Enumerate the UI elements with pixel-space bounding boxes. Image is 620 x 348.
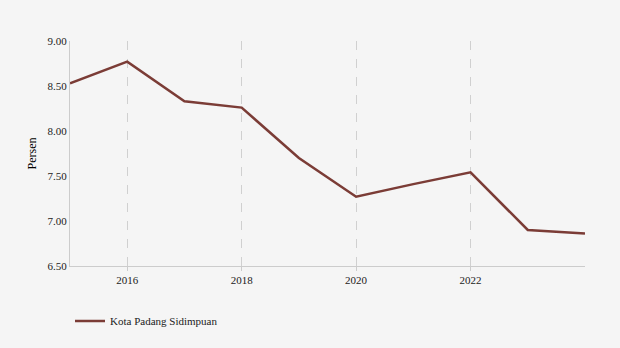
svg-text:2016: 2016 [116, 274, 139, 286]
svg-text:6.50: 6.50 [48, 260, 68, 272]
svg-text:8.00: 8.00 [48, 125, 68, 137]
svg-text:Persen: Persen [25, 138, 39, 170]
svg-text:2020: 2020 [345, 274, 368, 286]
svg-text:2022: 2022 [460, 274, 482, 286]
svg-text:2018: 2018 [231, 274, 254, 286]
svg-text:Kota Padang Sidimpuan: Kota Padang Sidimpuan [110, 315, 217, 327]
svg-text:7.00: 7.00 [48, 215, 68, 227]
svg-text:7.50: 7.50 [48, 170, 68, 182]
svg-text:9.00: 9.00 [48, 35, 68, 47]
svg-text:8.50: 8.50 [48, 80, 68, 92]
